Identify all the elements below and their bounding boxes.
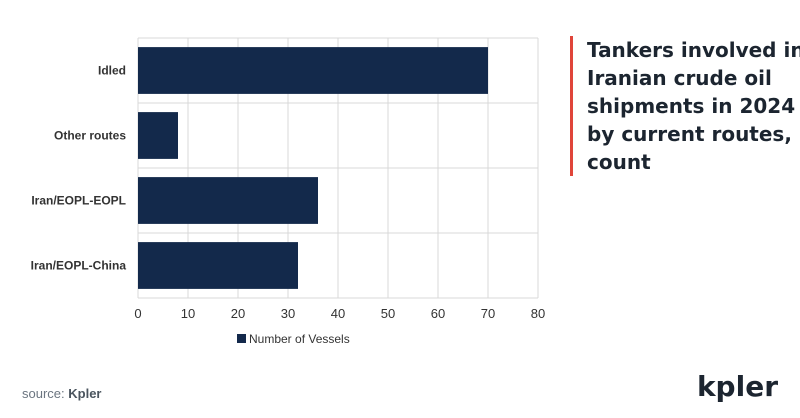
x-tick-label: 60 (431, 306, 445, 321)
legend-label: Number of Vessels (249, 332, 350, 346)
x-tick-label: 20 (231, 306, 245, 321)
category-labels: Idled Other routes Iran/EOPL-EOPL Iran/EOPL… (31, 64, 127, 273)
chart-bars (138, 47, 488, 289)
bar-iran-eopl-eopl (138, 177, 318, 224)
x-tick-label: 70 (481, 306, 495, 321)
x-tick-label: 80 (531, 306, 545, 321)
chart-title: Tankers involved in Iranian crude oil sh… (587, 38, 800, 174)
category-label: Iran/EOPL-China (31, 259, 127, 273)
category-label: Idled (98, 64, 126, 78)
source-brand: Kpler (68, 386, 102, 401)
legend-swatch (237, 334, 246, 343)
x-tick-label: 10 (181, 306, 195, 321)
x-tick-labels: 0 10 20 30 40 50 60 70 80 (134, 306, 545, 321)
kpler-logo: kpler (696, 370, 778, 403)
x-tick-label: 50 (381, 306, 395, 321)
x-tick-label: 30 (281, 306, 295, 321)
bar-other-routes (138, 112, 178, 159)
category-label: Iran/EOPL-EOPL (31, 194, 126, 208)
chart-legend: Number of Vessels (237, 332, 350, 346)
chart-title-block: Tankers involved in Iranian crude oil sh… (570, 36, 800, 176)
x-tick-label: 0 (134, 306, 141, 321)
bar-iran-eopl-china (138, 242, 298, 289)
source-note: source: Kpler (22, 386, 101, 401)
x-tick-label: 40 (331, 306, 345, 321)
category-label: Other routes (54, 129, 126, 143)
source-prefix: source: (22, 386, 69, 401)
bar-chart: Idled Other routes Iran/EOPL-EOPL Iran/EOPL… (31, 37, 545, 346)
bar-idled (138, 47, 488, 94)
